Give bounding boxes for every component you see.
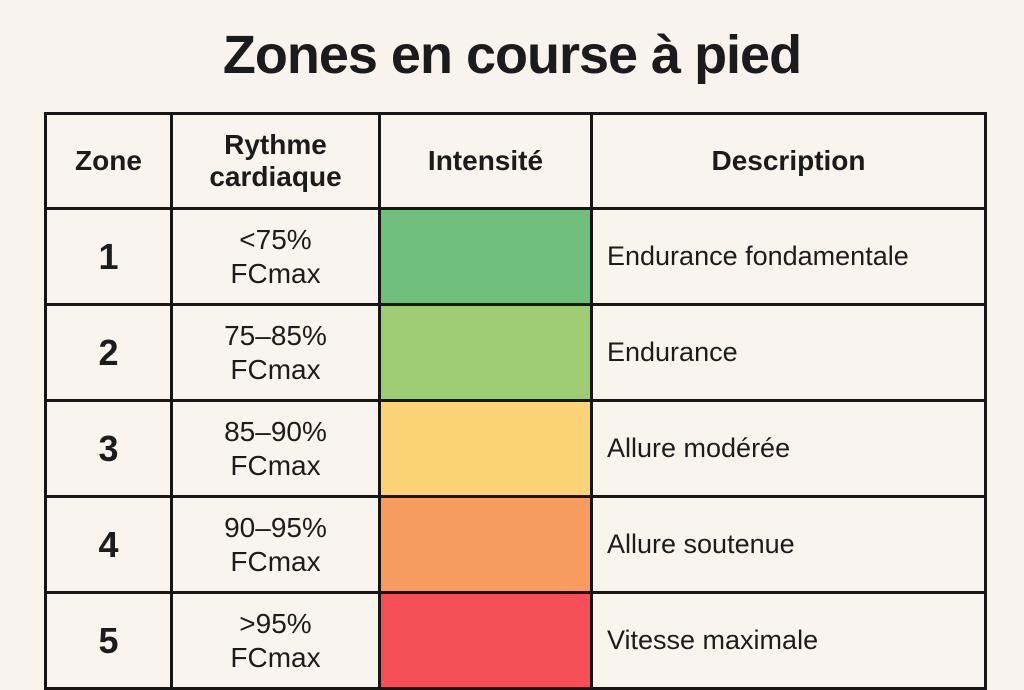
zone-number: 3 [44,399,173,498]
running-zones-table: Zone Rythme cardiaque Intensité Descript… [44,112,987,690]
heart-rate-range: 75–85% [224,320,327,352]
table-row-zone-3: 3 85–90% FCmax Allure modérée [44,399,987,498]
zone-number: 2 [44,303,173,402]
intensity-swatch [378,207,593,306]
heart-rate-cell: <75% FCmax [170,207,381,306]
intensity-swatch [378,303,593,402]
zone-number: 5 [44,591,173,690]
table-row-zone-4: 4 90–95% FCmax Allure soutenue [44,495,987,594]
heart-rate-range: <75% [239,224,312,256]
col-header-description: Description [590,112,987,210]
zone-description: Vitesse maximale [590,591,987,690]
table-row-zone-1: 1 <75% FCmax Endurance fondamentale [44,207,987,306]
zone-description: Allure modérée [590,399,987,498]
intensity-swatch [378,495,593,594]
zone-description: Allure soutenue [590,495,987,594]
page-title: Zones en course à pied [222,25,802,85]
heart-rate-cell: 75–85% FCmax [170,303,381,402]
zone-number: 4 [44,495,173,594]
col-header-heart-rate: Rythme cardiaque [170,112,381,210]
header-row: Zone Rythme cardiaque Intensité Descript… [44,112,987,210]
heart-rate-cell: 85–90% FCmax [170,399,381,498]
heart-rate-unit: FCmax [230,545,321,577]
heart-rate-unit: FCmax [230,641,321,673]
heart-rate-unit: FCmax [230,257,321,289]
zone-description: Endurance [590,303,987,402]
col-header-zone: Zone [44,112,173,210]
heart-rate-range: 85–90% [224,416,327,448]
intensity-swatch [378,399,593,498]
table-row-zone-5: 5 >95% FCmax Vitesse maximale [44,591,987,690]
table-row-zone-2: 2 75–85% FCmax Endurance [44,303,987,402]
zone-number: 1 [44,207,173,306]
col-header-intensity: Intensité [378,112,593,210]
heart-rate-range: >95% [239,608,312,640]
heart-rate-cell: >95% FCmax [170,591,381,690]
intensity-swatch [378,591,593,690]
heart-rate-cell: 90–95% FCmax [170,495,381,594]
heart-rate-unit: FCmax [230,449,321,481]
heart-rate-range: 90–95% [224,512,327,544]
heart-rate-unit: FCmax [230,353,321,385]
zone-description: Endurance fondamentale [590,207,987,306]
